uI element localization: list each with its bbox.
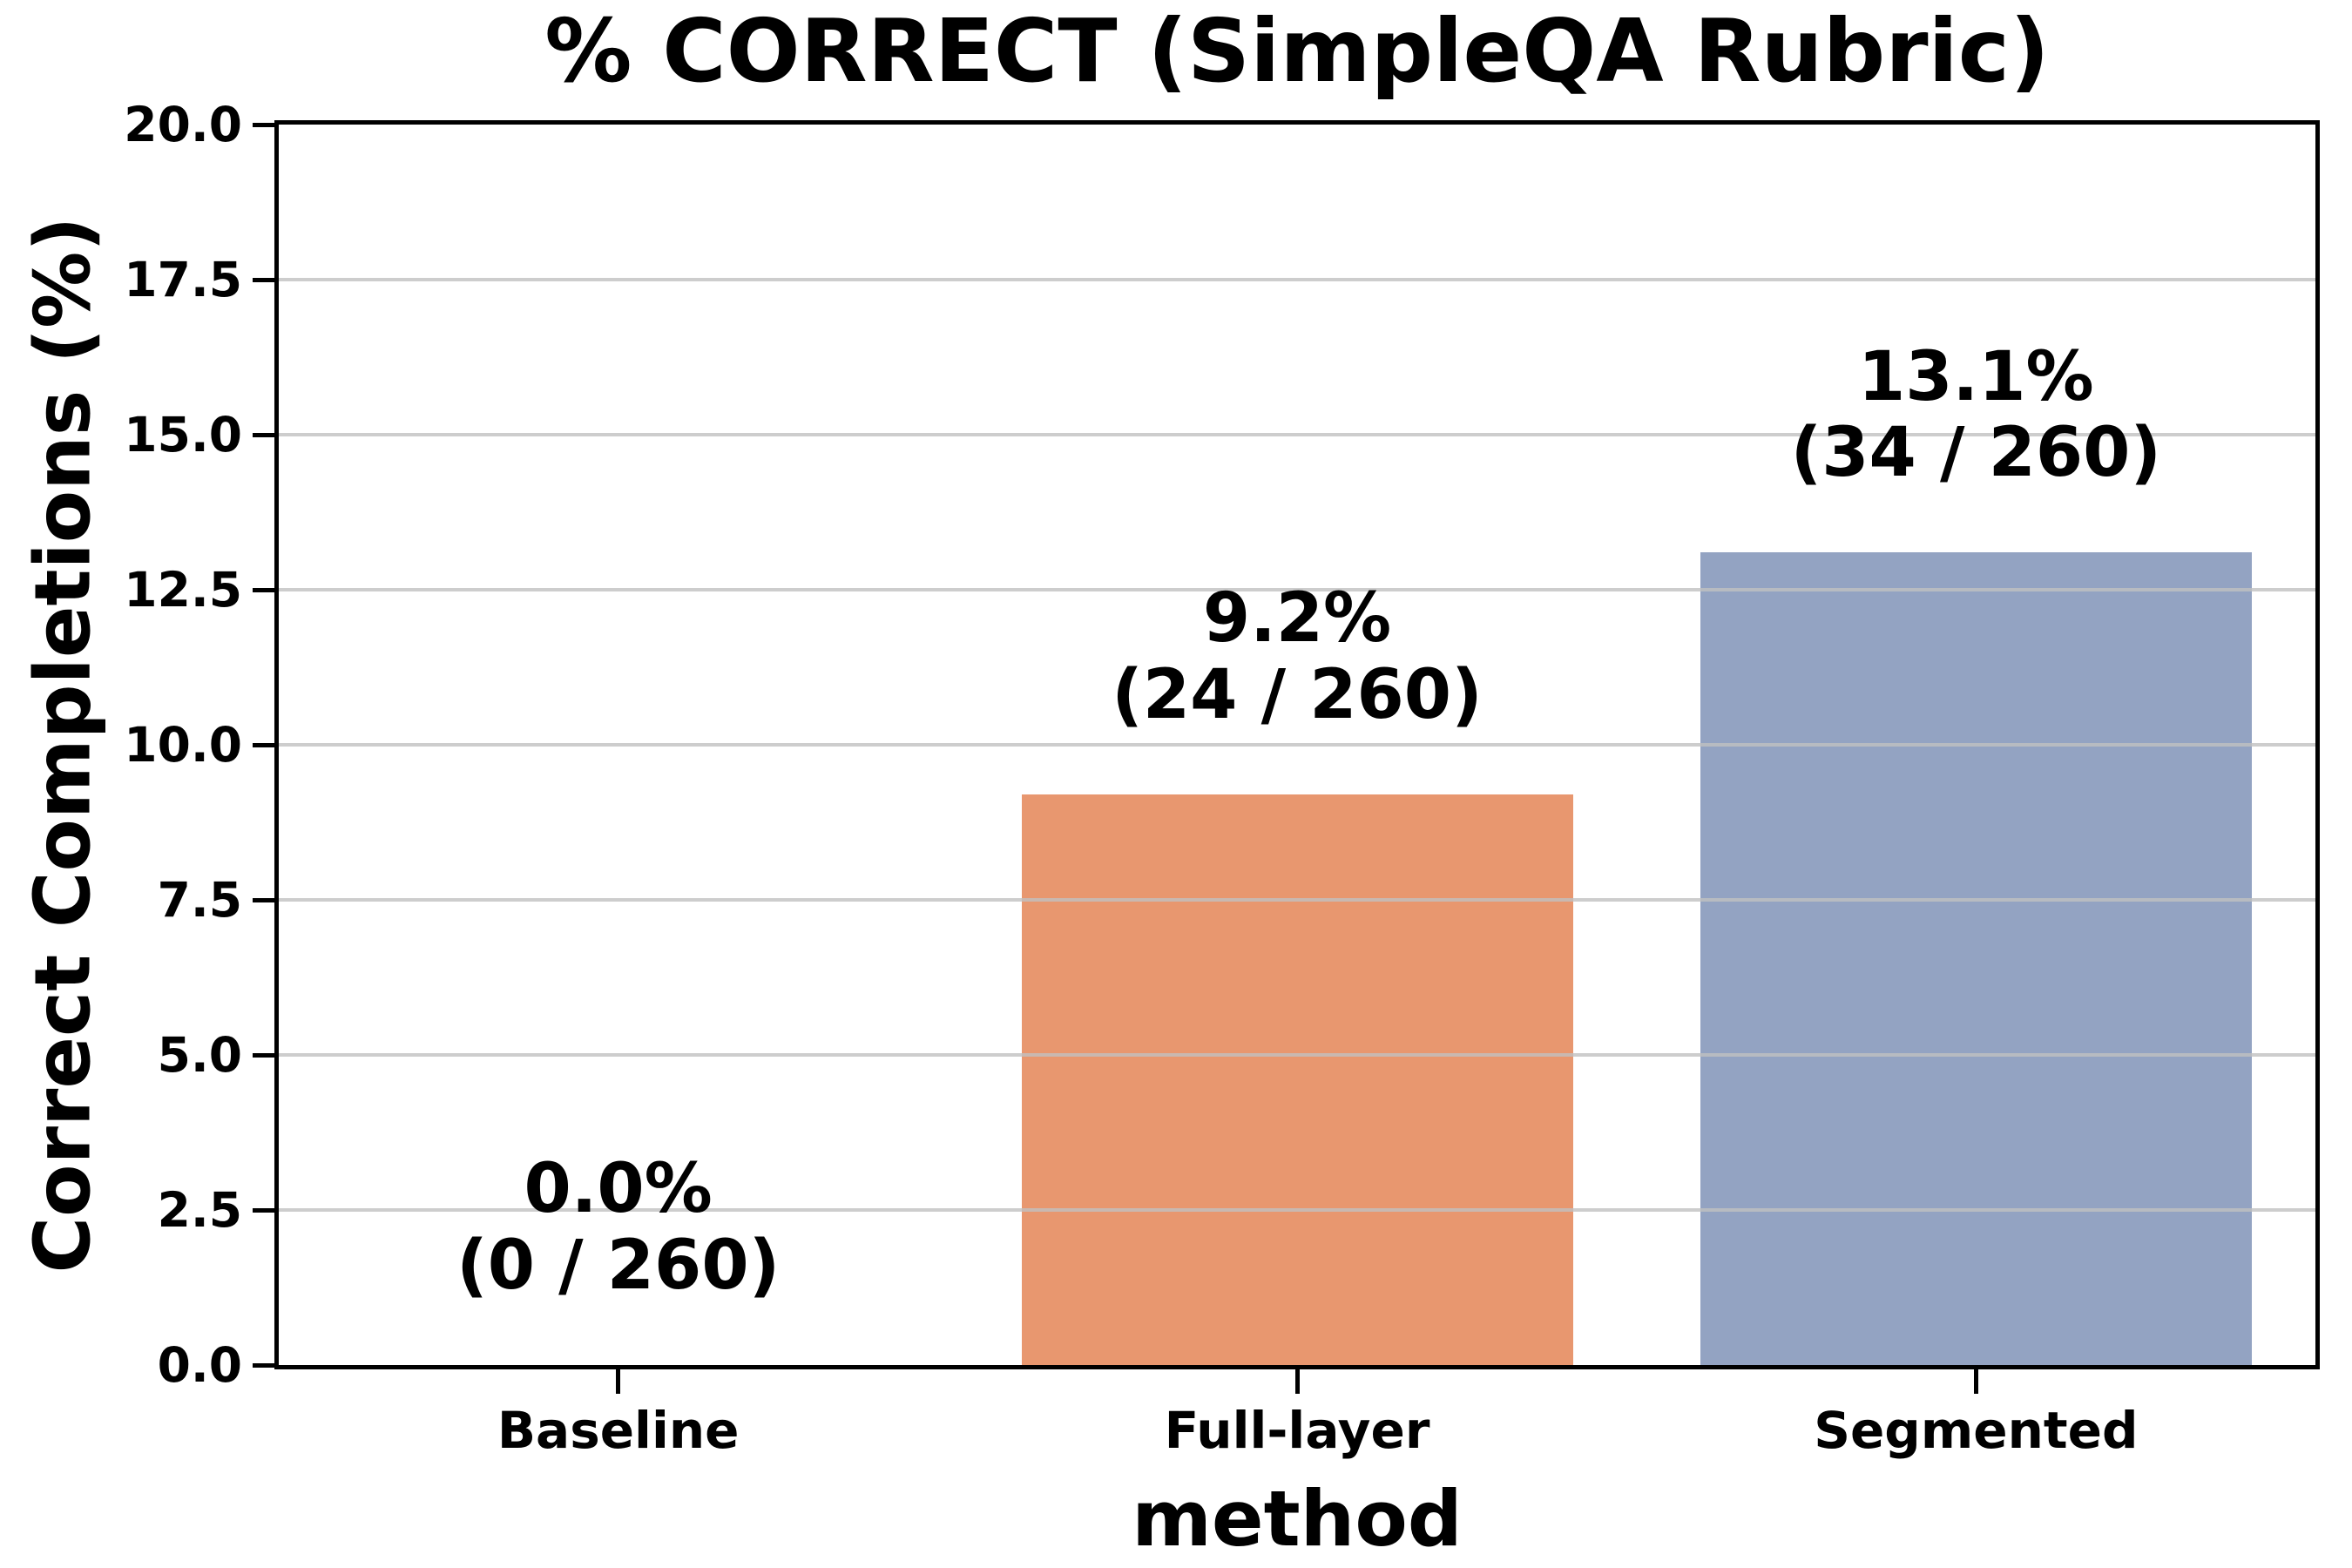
x-axis-label: method [1132, 1474, 1463, 1564]
bar-value-annotation: 13.1% (34 / 260) [1790, 337, 2162, 492]
annotation-fraction: (34 / 260) [1790, 413, 2162, 492]
y-tick-mark [253, 1207, 279, 1213]
y-tick-mark [253, 587, 279, 592]
bar-full-layer [1021, 794, 1573, 1365]
y-tick-label: 10.0 [124, 717, 242, 773]
plot-area: 0.0% (0 / 260) 9.2% (24 / 260) 13.1% (34 / 26… [274, 120, 2320, 1369]
x-tick-label-baseline: Baseline [497, 1401, 740, 1460]
y-tick-mark [253, 897, 279, 902]
y-tick-mark [253, 432, 279, 437]
y-tick-label: 2.5 [157, 1182, 242, 1238]
chart-title: % CORRECT (SimpleQA Rubric) [544, 0, 2050, 102]
bar-value-annotation: 9.2% (24 / 260) [1112, 579, 1483, 734]
annotation-percent: 13.1% [1858, 337, 2094, 416]
y-tick-label: 0.0 [157, 1337, 242, 1393]
x-tick-mark [1294, 1369, 1300, 1394]
annotation-percent: 9.2% [1202, 579, 1392, 659]
y-tick-mark [253, 277, 279, 282]
annotation-percent: 0.0% [524, 1150, 713, 1229]
gridline [279, 743, 2315, 747]
y-tick-mark [253, 742, 279, 747]
gridline [279, 898, 2315, 902]
bar-value-annotation: 0.0% (0 / 260) [456, 1150, 781, 1305]
gridline [279, 1053, 2315, 1057]
y-tick-label: 20.0 [124, 97, 242, 152]
gridline [279, 433, 2315, 436]
x-tick-mark [1973, 1369, 1978, 1394]
y-tick-label: 15.0 [124, 407, 242, 463]
gridline [279, 278, 2315, 281]
annotation-fraction: (24 / 260) [1112, 655, 1483, 734]
bar-segmented [1700, 552, 2252, 1365]
y-tick-label: 17.5 [124, 252, 242, 308]
y-tick-label: 7.5 [157, 872, 242, 928]
y-tick-label: 12.5 [124, 562, 242, 618]
gridline [279, 1208, 2315, 1212]
x-tick-label-full-layer: Full-layer [1164, 1401, 1430, 1460]
y-tick-mark [253, 122, 279, 127]
annotation-fraction: (0 / 260) [456, 1226, 781, 1305]
y-tick-mark [253, 1052, 279, 1058]
y-tick-label: 5.0 [157, 1027, 242, 1083]
x-tick-mark [616, 1369, 621, 1394]
y-tick-mark [253, 1362, 279, 1368]
x-tick-label-segmented: Segmented [1814, 1401, 2139, 1460]
gridline [279, 588, 2315, 591]
